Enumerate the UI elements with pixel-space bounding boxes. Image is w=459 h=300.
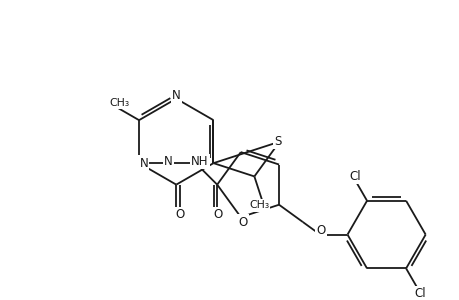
Text: N: N [139,157,148,169]
Text: S: S [274,135,281,148]
Text: Cl: Cl [413,287,425,300]
Text: N: N [163,155,172,168]
Text: O: O [238,215,247,229]
Text: Cl: Cl [349,170,360,183]
Text: CH₃: CH₃ [109,98,129,108]
Text: O: O [213,208,222,221]
Text: NH: NH [190,155,208,168]
Text: O: O [175,208,185,221]
Text: N: N [172,89,180,102]
Text: O: O [316,224,325,237]
Text: CH₃: CH₃ [249,200,269,211]
